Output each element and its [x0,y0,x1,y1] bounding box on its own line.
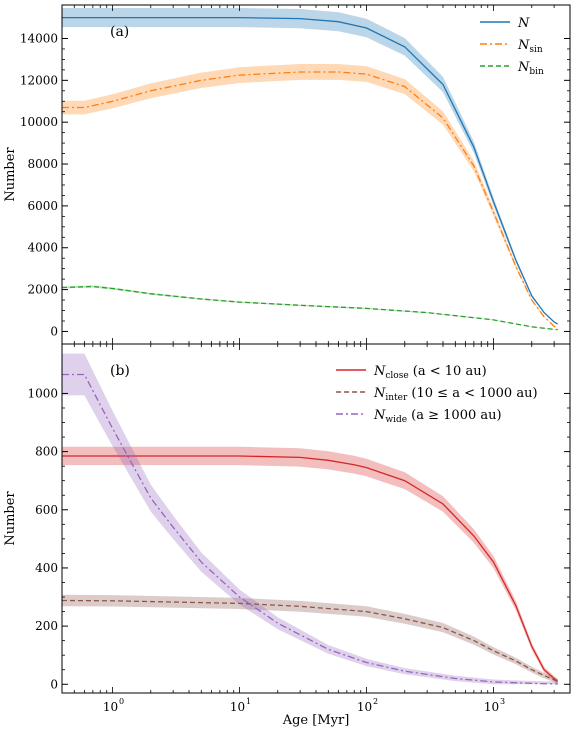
y-tick-label: 8000 [27,157,58,171]
legend-entry: Nwide (a ≥ 1000 au) [373,408,502,425]
y-axis-label: Number [3,491,18,546]
panel-a: 0 2000 4000 6000 8000 10000 12000 14000 Number (a… [3,4,571,345]
panel-label: (a) [110,24,129,40]
x-tick-label: 10 [357,700,372,714]
confidence-band-sin [62,64,558,330]
legend-entry: Ninter (10 ≤ a < 1000 au) [373,386,538,403]
y-tick-label: 800 [35,445,58,459]
y-tick-label: 1000 [27,386,58,400]
y-tick-label: 4000 [27,241,58,255]
y-tick-label: 600 [35,503,58,517]
y-tick-label: 12000 [20,73,58,87]
x-tick-exponent: 3 [500,697,505,706]
y-tick-label: 6000 [27,199,58,213]
plot-area [62,353,559,685]
plot-area [62,8,559,331]
series-line-inter [62,599,558,683]
confidence-band-close [62,446,558,684]
legend-entry: N [517,16,530,31]
x-axis-label: Age [Myr] [282,713,350,728]
series-line-wide [62,373,558,685]
y-tick-label: 200 [35,619,58,633]
x-tick-label: 10 [484,700,499,714]
y-tick-label: 0 [50,324,58,338]
series-line-total [62,16,559,325]
confidence-band-inter [62,594,558,684]
x-tick-exponent: 0 [119,697,124,706]
confidence-band-wide [62,353,558,685]
x-tick-exponent: 1 [246,697,251,706]
series-line-bin [62,285,558,331]
legend-entry: Nclose (a < 10 au) [373,364,487,381]
y-axis-label: Number [3,147,18,202]
series-line-close [62,455,559,682]
confidence-band-total [62,8,558,325]
axes-frame [61,4,571,345]
y-tick-label: 2000 [27,283,58,297]
x-tick-exponent: 2 [373,697,378,706]
legend: N Nsin Nbin [480,16,544,77]
x-tick-label: 10 [103,700,118,714]
legend: Nclose (a < 10 au) Ninter (10 ≤ a < 1000 … [336,364,538,425]
panel-label: (b) [110,363,130,379]
legend-entry: Nsin [517,38,543,55]
series-line-sin [62,71,559,330]
legend-entry: Nbin [517,60,544,77]
y-tick-label: 400 [35,561,58,575]
y-tick-label: 10000 [20,115,58,129]
y-tick-label: 0 [50,677,58,691]
y-tick-label: 14000 [20,31,58,45]
x-tick-label: 10 [230,700,245,714]
